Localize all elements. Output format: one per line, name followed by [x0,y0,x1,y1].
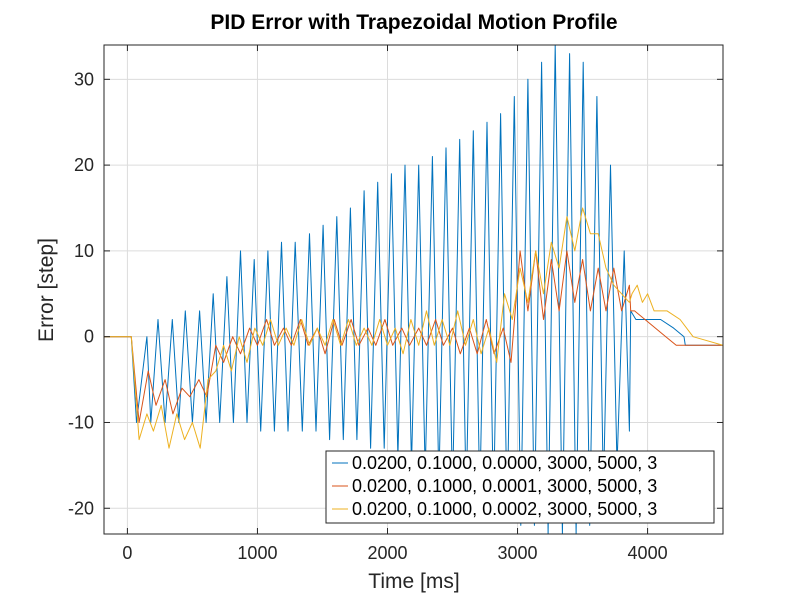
y-tick-label: -10 [68,412,94,432]
x-tick-label: 0 [122,543,132,563]
legend-label-3: 0.0200, 0.1000, 0.0002, 3000, 5000, 3 [352,499,657,519]
series-line-1 [104,45,723,534]
series-line-3 [104,207,723,449]
x-tick-label: 4000 [628,543,668,563]
axis-ticks: 0 1000 2000 3000 4000 -20 -10 0 10 20 30 [68,45,723,563]
legend-label-1: 0.0200, 0.1000, 0.0000, 3000, 5000, 3 [352,453,657,473]
y-tick-label: 10 [74,241,94,261]
x-tick-label: 2000 [367,543,407,563]
grid [104,45,723,534]
y-tick-label: 30 [74,69,94,89]
y-axis-label: Error [step] [35,238,58,342]
x-tick-label: 3000 [498,543,538,563]
legend: 0.0200, 0.1000, 0.0000, 3000, 5000, 3 0.0… [325,450,715,524]
series-line-2 [104,250,723,423]
plot-frame [103,44,724,535]
series-lines [104,45,723,534]
y-tick-label: 20 [74,155,94,175]
x-tick-label: 1000 [237,543,277,563]
x-axis-label: Time [ms] [368,570,459,593]
chart-title: PID Error with Trapezoidal Motion Profil… [210,11,617,34]
legend-box [325,450,715,524]
y-tick-label: 0 [84,327,94,347]
y-tick-label: -20 [68,498,94,518]
legend-label-2: 0.0200, 0.1000, 0.0001, 3000, 5000, 3 [352,476,657,496]
